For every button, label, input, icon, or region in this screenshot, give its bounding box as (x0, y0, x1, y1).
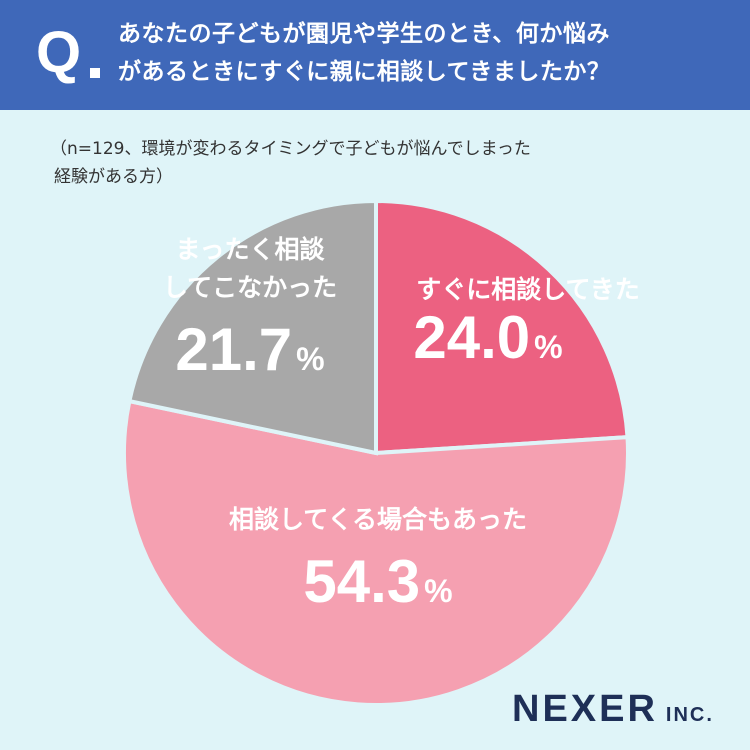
logo-main: NEXER (512, 688, 658, 730)
slice-value-never: 21.7% (175, 316, 324, 383)
question-text: あなたの子どもが園児や学生のとき、何か悩み があるときにすぐに親に相談してきまし… (118, 15, 728, 91)
question-line-2: があるときにすぐに親に相談してきましたか？ (118, 59, 611, 85)
question-header: Q あなたの子どもが園児や学生のとき、何か悩み があるときにすぐに親に相談してき… (0, 0, 750, 110)
sample-note: （n=129、環境が変わるタイミングで子どもが悩んでしまった 経験がある方） (50, 135, 710, 191)
pie-slice-sometimes (122, 398, 630, 707)
slice-label-sometimes: 相談してくる場合もあった (229, 505, 527, 534)
nexer-logo: NEXER INC. (512, 688, 714, 731)
question-line-1: あなたの子どもが園児や学生のとき、何か悩み (118, 21, 610, 47)
slice-label-never-2: してこなかった (163, 273, 337, 302)
slice-value-sometimes: 54.3% (303, 548, 452, 615)
pie-slice-consulted (374, 198, 630, 456)
slice-label-consulted: すぐに相談してきた (416, 275, 640, 304)
slice-label-never-1: まったく相談 (175, 235, 325, 264)
slice-value-consulted: 24.0% (413, 304, 562, 371)
q-mark: Q (36, 20, 82, 85)
logo-sub: INC. (665, 704, 714, 726)
q-dot (90, 68, 100, 78)
note-line-1: （n=129、環境が変わるタイミングで子どもが悩んでしまった (50, 139, 531, 159)
pie-slice-never (127, 198, 378, 456)
note-line-2: 経験がある方） (54, 167, 173, 187)
